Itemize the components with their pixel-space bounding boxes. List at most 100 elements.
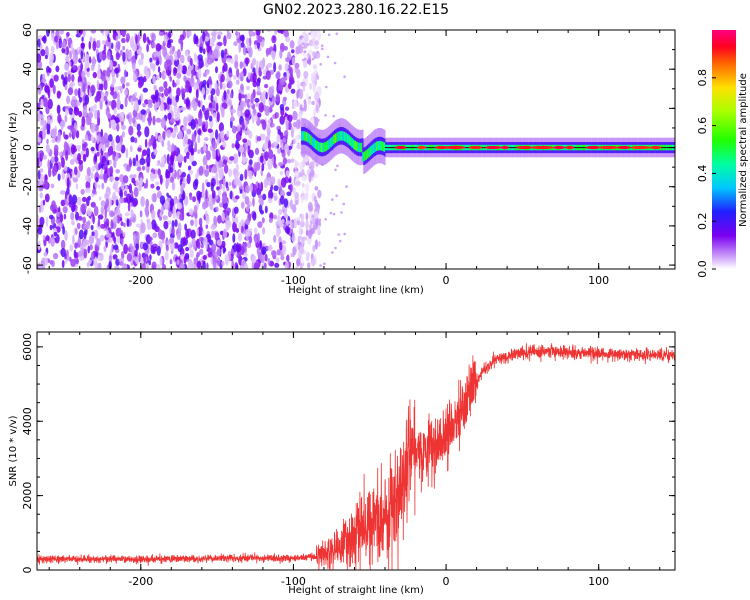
spectrogram-cell	[268, 140, 271, 151]
spectrogram-cell	[109, 159, 112, 165]
spectrogram-cell	[63, 165, 68, 172]
spectrogram-cell	[83, 230, 87, 240]
spectrogram-cell	[120, 103, 124, 110]
spectrogram-cell	[65, 55, 70, 64]
spectrogram-cell	[87, 195, 91, 201]
spectrogram-cell	[113, 158, 117, 169]
spectrogram-cell	[336, 132, 338, 142]
spectrogram-cell	[185, 82, 190, 93]
spectrogram-cell	[92, 188, 96, 195]
spectrogram-cell	[256, 90, 262, 96]
spectrogram-cell	[47, 159, 50, 170]
spectrogram-cell	[138, 58, 144, 66]
spectrogram-cell	[238, 89, 243, 94]
spectrogram-cell	[331, 198, 334, 201]
spectrogram-cell	[342, 131, 344, 141]
spectrogram-cell	[101, 146, 107, 152]
spectrogram-cell	[165, 178, 170, 187]
spectrogram-cell	[100, 200, 106, 207]
spectrogram-cell	[169, 198, 175, 207]
spectrogram-cell	[128, 125, 134, 136]
spectrogram-cell	[153, 148, 158, 156]
spectrogram-cell	[90, 224, 94, 231]
y-tick-label: 4000	[21, 407, 34, 435]
spectrogram-cell	[211, 243, 217, 252]
spectrogram-cell	[69, 50, 72, 60]
spectrogram-cell	[49, 260, 54, 265]
spectrogram-cell	[146, 43, 150, 53]
spectrogram-cell	[278, 162, 284, 167]
snr-xlabel: Height of straight line (km)	[288, 585, 424, 596]
spectrogram-cell	[108, 176, 115, 182]
spectrogram-cell	[246, 85, 250, 91]
spectrogram-cell	[49, 78, 54, 88]
spectrogram-cell	[312, 64, 318, 70]
spectrogram-cell	[244, 142, 249, 150]
spectrogram-cell	[145, 262, 149, 269]
spectrogram-cell	[381, 141, 384, 151]
spectrogram-cell	[47, 67, 52, 74]
spectrogram-cell	[251, 113, 255, 124]
spectrogram-cell	[167, 210, 172, 218]
spectrogram-cell	[147, 236, 153, 241]
spectrogram-cell	[292, 187, 296, 195]
spectrogram-cell	[259, 240, 262, 249]
spectrogram-cell	[319, 264, 322, 267]
spectrogram-cell	[142, 33, 147, 44]
spectrogram-cell	[218, 160, 223, 168]
spectrogram-cell	[122, 231, 126, 238]
spectrogram-cell	[42, 234, 46, 241]
spectrogram-cell	[217, 31, 223, 36]
spectrogram-cell	[197, 54, 203, 62]
spectrogram-cell	[443, 145, 466, 150]
spectrogram-cell	[52, 84, 56, 95]
spectrogram-cell	[617, 145, 631, 150]
spectrogram-cell	[296, 258, 301, 267]
spectrogram-cell	[289, 76, 295, 85]
spectrogram-cell	[172, 45, 176, 53]
spectrogram-cell	[78, 160, 84, 165]
spectrogram-cell	[265, 91, 268, 100]
spectrogram-cell	[300, 262, 303, 269]
spectrogram-cell	[267, 119, 271, 124]
spectrogram-cell	[303, 50, 307, 53]
spectrogram-cell	[229, 58, 234, 64]
spectrogram-cell	[115, 52, 120, 60]
spectrogram-cell	[136, 123, 141, 132]
spectrogram-cell	[326, 55, 330, 59]
y-tick-label: -60	[21, 256, 34, 274]
spectrogram-cell	[242, 45, 247, 56]
spectrogram-cell	[286, 191, 292, 197]
spectrogram-cell	[305, 229, 309, 236]
spectrogram-cell	[245, 228, 251, 237]
spectrogram-cell	[155, 264, 161, 269]
spectrogram-cell	[334, 168, 337, 172]
spectrogram-cell	[234, 143, 241, 149]
spectrogram-cell	[194, 173, 199, 179]
spectrogram-cell	[174, 169, 177, 179]
spectrogram-cell	[311, 57, 315, 61]
spectrogram-cell	[354, 140, 357, 151]
spectrogram-cell	[42, 128, 46, 140]
spectrogram-cell	[125, 147, 129, 159]
spectrogram-cell	[55, 218, 61, 224]
spectrogram-cell	[260, 210, 264, 215]
spectrogram-cell	[178, 169, 182, 176]
spectrogram-cell	[127, 201, 131, 212]
spectrogram-cell	[67, 74, 72, 83]
spectrogram-cell	[310, 169, 315, 178]
spectrogram-cell	[215, 66, 218, 74]
spectrogram-cell	[275, 257, 280, 263]
spectrogram-cell	[349, 136, 352, 147]
spectrogram-cell	[283, 30, 289, 38]
spectrogram-cell	[274, 262, 280, 268]
spectrogram-cell	[630, 145, 651, 150]
spectrogram-cell	[115, 41, 121, 50]
spectrogram-cell	[192, 180, 198, 190]
spectrogram-cell	[352, 139, 355, 149]
spectrogram-cell	[196, 190, 202, 199]
spectrogram-cell	[362, 138, 364, 156]
spectrogram-cell	[302, 131, 305, 141]
spectrogram-cell	[172, 150, 177, 157]
spectrogram-cell	[200, 244, 204, 249]
